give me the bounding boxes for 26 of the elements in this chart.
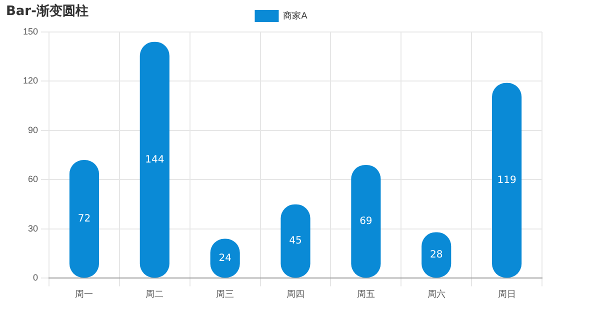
data-label: 45 xyxy=(289,236,302,247)
data-label: 24 xyxy=(218,252,232,264)
y-tick-label: 60 xyxy=(28,174,38,184)
chart-title: Bar-渐变圆柱 xyxy=(6,2,88,20)
y-tick-label: 0 xyxy=(33,272,38,283)
y-tick-label: 90 xyxy=(28,124,38,135)
data-label: 69 xyxy=(360,216,372,227)
bar xyxy=(492,82,522,278)
bar xyxy=(69,160,100,278)
x-tick-label: 周六 xyxy=(427,289,446,300)
y-tick-label: 30 xyxy=(28,223,38,234)
x-tick-label: 周日 xyxy=(498,289,516,300)
data-label: 72 xyxy=(78,213,91,224)
x-tick-label: 周一 xyxy=(75,289,94,300)
bar xyxy=(140,42,170,278)
x-tick-label: 周三 xyxy=(216,289,234,300)
y-tick-label: 120 xyxy=(22,76,38,86)
data-label: 119 xyxy=(497,174,516,186)
data-label: 144 xyxy=(145,154,164,166)
x-tick-label: 周四 xyxy=(286,289,305,300)
y-tick-label: 150 xyxy=(22,26,38,36)
bar xyxy=(351,164,381,278)
x-tick-label: 周五 xyxy=(356,289,375,300)
data-label: 28 xyxy=(430,250,443,261)
legend-label: 商家A xyxy=(283,10,308,20)
x-tick-label: 周二 xyxy=(146,289,164,300)
